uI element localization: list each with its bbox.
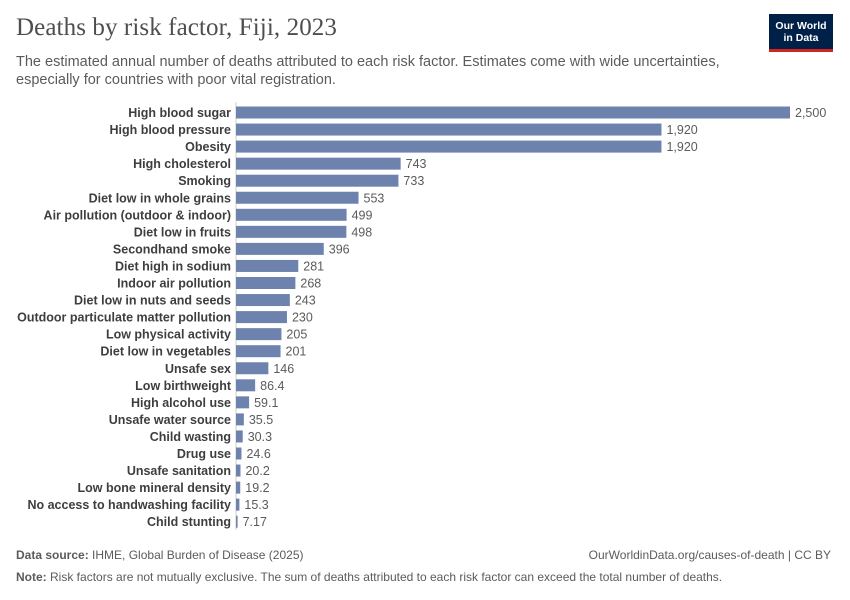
data-source-text[interactable]: IHME, Global Burden of Disease (2025) [92,548,304,562]
category-label: Unsafe sex [165,362,231,376]
category-label: Smoking [178,174,231,188]
category-label: Diet low in vegetables [100,345,231,359]
chart-title: Deaths by risk factor, Fiji, 2023 [16,14,337,41]
bar[interactable] [236,208,347,221]
value-label: 1,920 [666,123,697,137]
bar[interactable] [236,498,240,511]
value-label: 733 [403,174,424,188]
value-label: 281 [303,259,324,273]
bar[interactable] [236,294,290,307]
category-label: High cholesterol [133,157,231,171]
bar[interactable] [236,430,243,443]
value-label: 243 [295,294,316,308]
bar[interactable] [236,481,241,494]
value-label: 35.5 [249,413,273,427]
value-label: 20.2 [245,464,269,478]
value-label: 146 [273,362,294,376]
category-label: Air pollution (outdoor & indoor) [44,208,231,222]
data-source-label: Data source: [16,548,89,562]
value-label: 86.4 [260,379,284,393]
category-label: Low bone mineral density [78,481,232,495]
bar[interactable] [236,242,324,255]
value-label: 30.3 [248,430,272,444]
value-label: 15.3 [244,498,268,512]
value-label: 268 [300,277,321,291]
category-label: Child wasting [150,430,231,444]
category-label: Low birthweight [135,379,232,393]
category-label: Diet low in whole grains [89,191,231,205]
category-label: Obesity [185,140,231,154]
category-label: Low physical activity [106,328,231,342]
value-label: 553 [364,191,385,205]
bar[interactable] [236,413,244,426]
category-label: Secondhand smoke [113,242,231,256]
bar[interactable] [236,106,790,119]
source-url[interactable]: OurWorldinData.org/causes-of-death | CC … [588,548,831,562]
logo-line-2: in Data [783,32,819,44]
category-label: Unsafe sanitation [127,464,231,478]
value-label: 7.17 [243,515,267,529]
value-label: 498 [351,225,372,239]
bar[interactable] [236,345,281,358]
category-label: No access to handwashing facility [27,498,231,512]
value-label: 19.2 [245,481,269,495]
note-text: Risk factors are not mutually exclusive.… [50,570,723,584]
bar[interactable] [236,396,250,409]
category-label: High blood sugar [128,106,231,120]
bar[interactable] [236,174,399,187]
bar[interactable] [236,362,269,375]
bar[interactable] [236,123,662,136]
bar[interactable] [236,311,287,324]
owid-logo[interactable]: Our World in Data [769,14,833,52]
value-label: 743 [406,157,427,171]
category-label: High alcohol use [131,396,231,410]
category-label: Unsafe water source [109,413,231,427]
bar[interactable] [236,225,347,238]
bar[interactable] [236,191,359,204]
bar-chart: High blood sugar 2,500 High blood pressure… [17,102,826,530]
bar[interactable] [236,328,282,341]
footnote: Note: Risk factors are not mutually excl… [16,570,722,584]
value-label: 1,920 [666,140,697,154]
category-label: Indoor air pollution [117,277,231,291]
category-label: Drug use [177,447,231,461]
value-label: 2,500 [795,106,826,120]
value-label: 230 [292,311,313,325]
category-label: High blood pressure [109,123,231,137]
category-label: Diet low in fruits [134,225,231,239]
bar[interactable] [236,157,401,170]
category-label: Outdoor particulate matter pollution [17,311,231,325]
bar[interactable] [236,259,299,272]
chart-subtitle: The estimated annual number of deaths at… [16,54,720,88]
note-label: Note: [16,570,47,584]
logo-line-1: Our World [775,20,827,32]
value-label: 59.1 [254,396,278,410]
value-label: 24.6 [246,447,270,461]
bar[interactable] [236,140,662,153]
value-label: 396 [329,242,350,256]
bar[interactable] [236,379,256,392]
bar[interactable] [236,277,296,289]
category-label: Child stunting [147,515,231,529]
data-source: Data source: IHME, Global Burden of Dise… [16,548,303,562]
bar[interactable] [236,515,238,528]
category-label: Diet high in sodium [115,259,231,273]
category-label: Diet low in nuts and seeds [74,294,231,308]
value-label: 201 [286,345,307,359]
value-label: 499 [352,208,373,222]
value-label: 205 [286,328,307,342]
bar[interactable] [236,464,241,477]
bar[interactable] [236,447,242,460]
